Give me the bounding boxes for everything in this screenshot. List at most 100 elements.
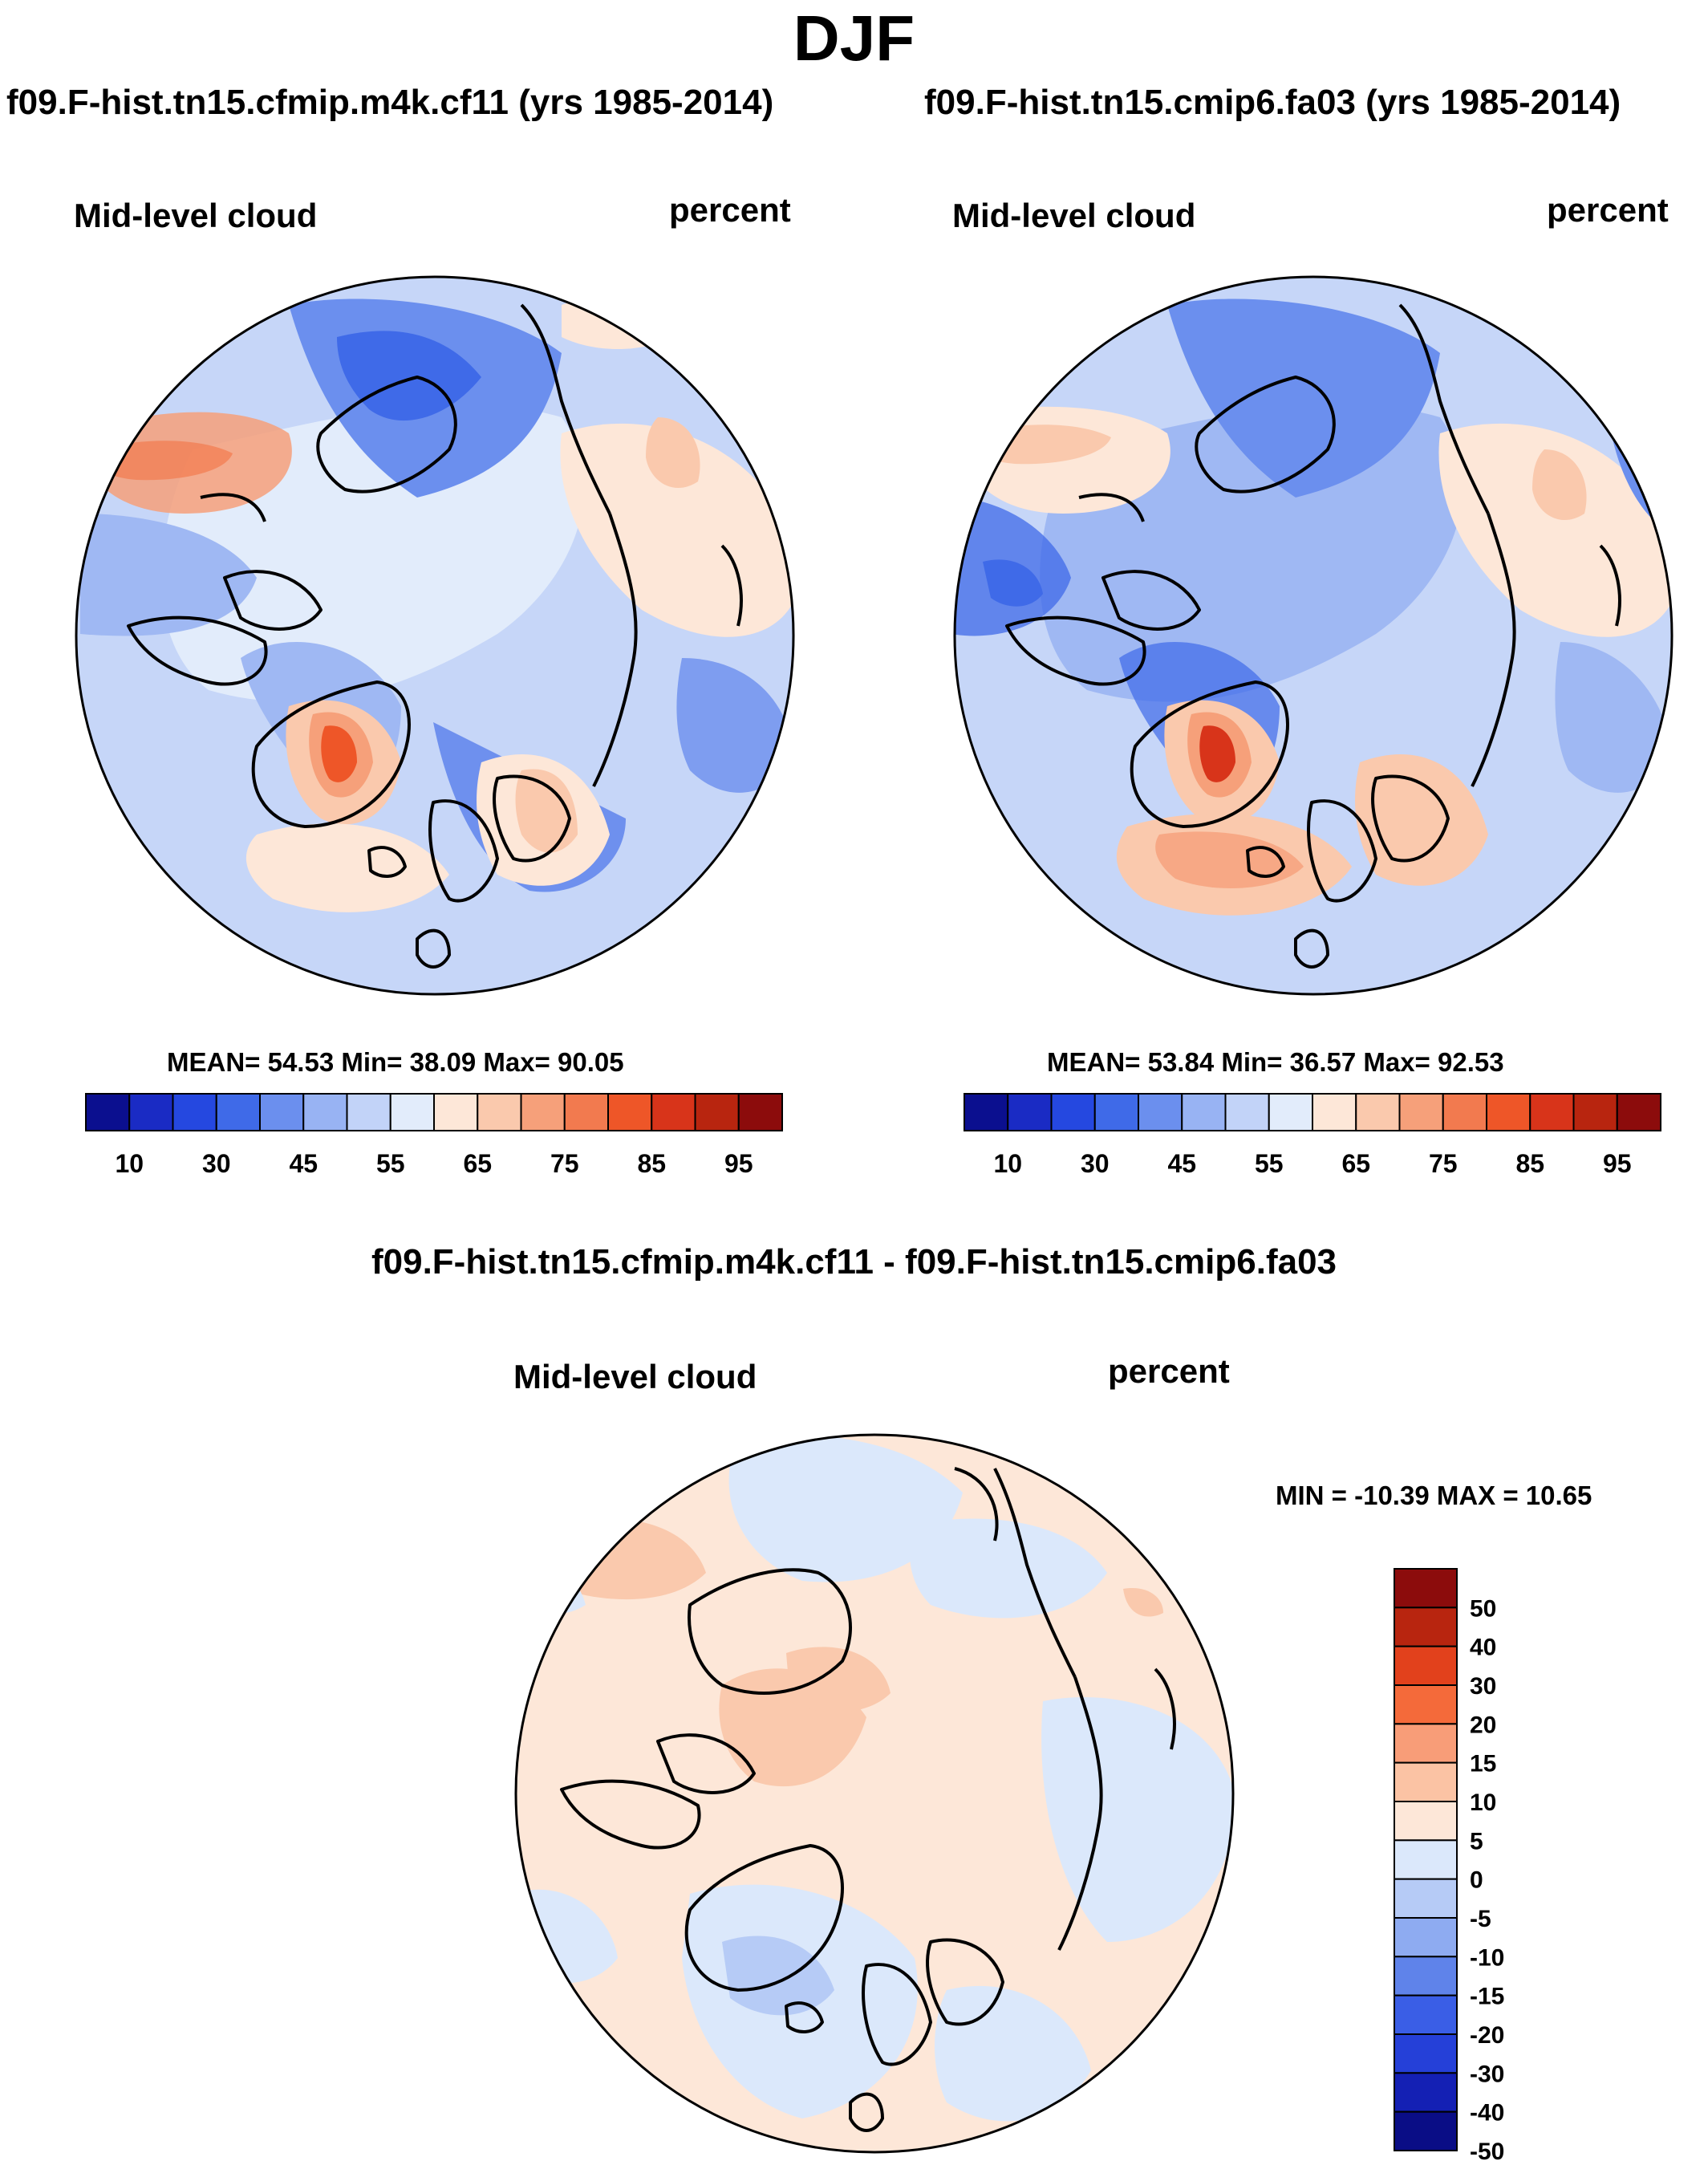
difference-colorbar-swatch <box>1394 1684 1458 1725</box>
left-map-boundary <box>75 275 795 996</box>
left-colorbar-tick-label: 75 <box>550 1149 579 1178</box>
left-colorbar-swatch <box>520 1093 566 1131</box>
right-colorbar-swatch <box>1398 1093 1444 1131</box>
right-colorbar-swatch <box>1312 1093 1357 1131</box>
difference-colorbar-swatch <box>1394 1645 1458 1687</box>
difference-colorbar-swatch <box>1394 1878 1458 1919</box>
diff-stats: MIN = -10.39 MAX = 10.65 <box>1276 1481 1592 1510</box>
right-colorbar-swatch <box>1442 1093 1487 1131</box>
difference-colorbar-swatch <box>1394 1761 1458 1803</box>
right-colorbar-swatch <box>1486 1093 1532 1131</box>
difference-colorbar-swatch <box>1394 2033 1458 2074</box>
right-colorbar-swatch <box>1138 1093 1183 1131</box>
difference-colorbar-swatch <box>1394 2110 1458 2152</box>
difference-colorbar-tick-label: 20 <box>1470 1712 1496 1738</box>
left-colorbar-tick-label: 30 <box>202 1149 231 1178</box>
right-colorbar-swatch <box>1181 1093 1227 1131</box>
left-colorbar-swatch <box>607 1093 653 1131</box>
difference-colorbar-tick-label: -40 <box>1470 2100 1504 2126</box>
difference-colorbar-tick-label: -20 <box>1470 2022 1504 2049</box>
left-colorbar-tick-label: 65 <box>463 1149 492 1178</box>
diff-field-name: Mid-level cloud <box>513 1358 757 1395</box>
difference-polar-map <box>516 1435 1233 2152</box>
left-colorbar-tick-label: 55 <box>376 1149 405 1178</box>
right-colorbar-swatch <box>1093 1093 1139 1131</box>
difference-colorbar-swatch <box>1394 1839 1458 1880</box>
left-colorbar-swatch <box>215 1093 261 1131</box>
left-colorbar-tick-label: 45 <box>289 1149 318 1178</box>
left-stats: MEAN= 54.53 Min= 38.09 Max= 90.05 <box>167 1047 624 1077</box>
right-colorbar: 10 30 45 55 65 75 85 95 <box>964 1093 1661 1178</box>
difference-colorbar-swatch <box>1394 1917 1458 1958</box>
left-panel-heading: f09.F-hist.tn15.cfmip.m4k.cf11 (yrs 1985… <box>6 83 774 122</box>
left-colorbar-swatch <box>85 1093 131 1131</box>
right-colorbar-tick-label: 10 <box>993 1149 1022 1178</box>
left-colorbar-swatch <box>389 1093 435 1131</box>
diff-units: percent <box>1108 1352 1230 1390</box>
left-colorbar-swatch <box>302 1093 348 1131</box>
right-polar-map <box>955 277 1672 994</box>
right-colorbar-swatch <box>1224 1093 1270 1131</box>
right-colorbar-tick-label: 55 <box>1255 1149 1284 1178</box>
left-colorbar-swatch <box>259 1093 305 1131</box>
right-colorbar-tick-label: 95 <box>1603 1149 1632 1178</box>
left-units: percent <box>669 191 791 229</box>
difference-colorbar-tick-label: -30 <box>1470 2061 1504 2087</box>
difference-colorbar-tick-label: -5 <box>1470 1906 1491 1932</box>
difference-heading: f09.F-hist.tn15.cfmip.m4k.cf11 - f09.F-h… <box>371 1242 1337 1282</box>
left-colorbar-swatch <box>651 1093 696 1131</box>
difference-colorbar-tick-label: 40 <box>1470 1635 1496 1661</box>
right-colorbar-swatch <box>964 1093 1009 1131</box>
difference-map-boundary <box>514 1433 1235 2154</box>
right-stats: MEAN= 53.84 Min= 36.57 Max= 92.53 <box>1047 1047 1504 1077</box>
right-colorbar-swatch <box>1007 1093 1053 1131</box>
difference-colorbar-swatch <box>1394 1956 1458 1996</box>
difference-colorbar-tick-label: -15 <box>1470 1984 1504 2010</box>
difference-colorbar-tick-label: 0 <box>1470 1867 1483 1894</box>
difference-colorbar-swatch <box>1394 1994 1458 2036</box>
left-colorbar-swatch <box>477 1093 522 1131</box>
left-polar-map <box>76 277 793 994</box>
right-colorbar-swatch <box>1050 1093 1096 1131</box>
right-units: percent <box>1547 191 1669 229</box>
difference-colorbar-tick-label: 50 <box>1470 1595 1496 1622</box>
difference-colorbar-swatch <box>1394 1607 1458 1647</box>
right-colorbar-swatch <box>1268 1093 1313 1131</box>
right-colorbar-tick-label: 75 <box>1429 1149 1458 1178</box>
right-field-name: Mid-level cloud <box>952 197 1196 234</box>
right-colorbar-swatch <box>1529 1093 1575 1131</box>
difference-colorbar-tick-label: -50 <box>1470 2139 1504 2161</box>
left-colorbar-swatch <box>433 1093 479 1131</box>
difference-colorbar-swatch <box>1394 1801 1458 1842</box>
difference-colorbar-tick-label: 10 <box>1470 1789 1496 1816</box>
left-colorbar-tick-label: 85 <box>637 1149 666 1178</box>
left-colorbar-swatch <box>737 1093 783 1131</box>
left-colorbar-swatch <box>172 1093 217 1131</box>
figure-title: DJF <box>793 2 915 74</box>
left-colorbar: 10 30 45 55 65 75 85 95 <box>85 1093 783 1178</box>
left-colorbar-swatch <box>128 1093 174 1131</box>
right-colorbar-tick-label: 45 <box>1167 1149 1196 1178</box>
left-colorbar-tick-label: 10 <box>115 1149 144 1178</box>
right-panel-heading: f09.F-hist.tn15.cmip6.fa03 (yrs 1985-201… <box>924 83 1621 122</box>
difference-colorbar-tick-label: 5 <box>1470 1828 1483 1854</box>
difference-colorbar-tick-label: 30 <box>1470 1673 1496 1700</box>
difference-colorbar-swatch <box>1394 2072 1458 2113</box>
right-colorbar-swatch <box>1355 1093 1401 1131</box>
right-map-boundary <box>953 275 1674 996</box>
left-colorbar-swatch <box>694 1093 740 1131</box>
left-colorbar-swatch <box>346 1093 392 1131</box>
difference-colorbar-swatch <box>1394 1568 1458 1609</box>
right-colorbar-tick-label: 85 <box>1515 1149 1544 1178</box>
left-colorbar-tick-label: 95 <box>724 1149 753 1178</box>
difference-colorbar-tick-label: 15 <box>1470 1751 1496 1777</box>
left-field-name: Mid-level cloud <box>74 197 318 234</box>
right-colorbar-tick-label: 30 <box>1081 1149 1110 1178</box>
right-colorbar-swatch <box>1572 1093 1618 1131</box>
right-colorbar-tick-label: 65 <box>1341 1149 1370 1178</box>
difference-colorbar-swatch <box>1394 1723 1458 1764</box>
difference-colorbar-tick-label: -10 <box>1470 1944 1504 1971</box>
left-colorbar-swatch <box>563 1093 609 1131</box>
